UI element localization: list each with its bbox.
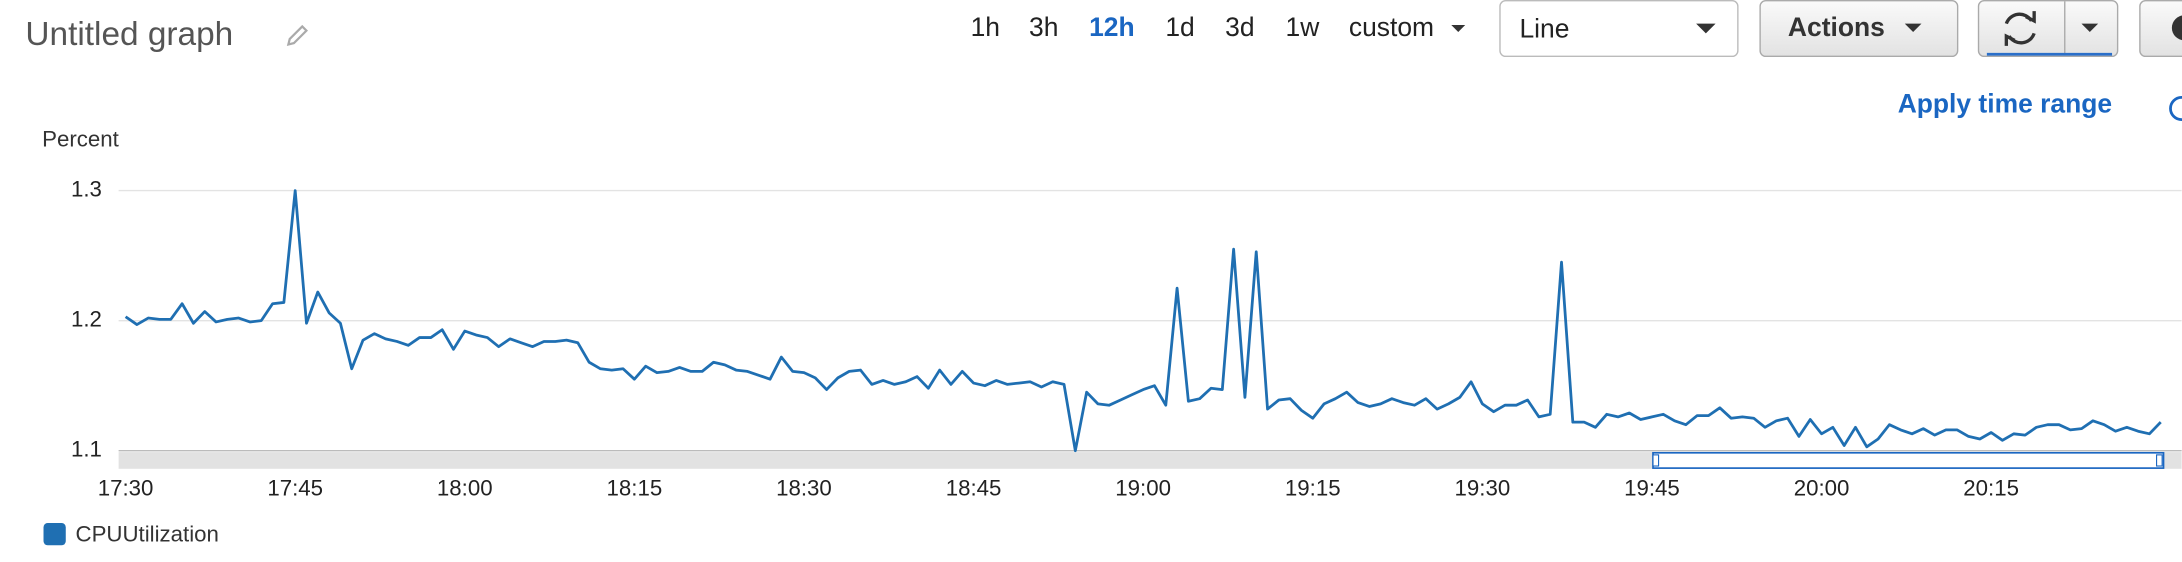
pencil bbox=[286, 24, 308, 47]
x-tick-label: 19:15 bbox=[1285, 476, 1341, 501]
apply-time-range[interactable]: Apply time range bbox=[1898, 89, 2112, 119]
actions-caret bbox=[1904, 23, 1922, 32]
legend-label[interactable]: CPUUtilization bbox=[76, 521, 219, 546]
refresh-icon bbox=[2004, 11, 2036, 46]
y-tick-label: 1.2 bbox=[71, 307, 102, 332]
series-line bbox=[124, 189, 2162, 453]
x-tick-label: 20:00 bbox=[1794, 476, 1850, 501]
time-range-button[interactable]: 1d bbox=[1165, 12, 1194, 42]
time-range-button[interactable]: 1w bbox=[1286, 12, 1321, 42]
refresh-arrow-2 bbox=[2004, 33, 2016, 46]
x-tick-label: 19:00 bbox=[1115, 476, 1171, 501]
y-axis-label: Percent bbox=[42, 126, 119, 151]
graph-title: Untitled graph bbox=[25, 16, 233, 53]
actions-button[interactable] bbox=[1759, 0, 1959, 58]
help-icon bbox=[2171, 15, 2182, 41]
select-caret bbox=[1696, 23, 1716, 34]
scroll-handle-left[interactable] bbox=[1652, 454, 1660, 467]
scroll-window[interactable] bbox=[1652, 451, 2165, 469]
edit-icon[interactable] bbox=[286, 24, 308, 47]
scroll-handle-right[interactable] bbox=[2156, 454, 2163, 467]
x-tick-label: 18:30 bbox=[776, 476, 832, 501]
time-range-group: 1h 3h 12h 1d 3d 1w custom bbox=[971, 12, 1434, 42]
x-tick-label: 20:15 bbox=[1963, 476, 2019, 501]
x-tick-label: 18:00 bbox=[437, 476, 493, 501]
x-tick-label: 18:15 bbox=[607, 476, 663, 501]
x-tick-label: 19:45 bbox=[1624, 476, 1680, 501]
x-tick-label: 17:30 bbox=[98, 476, 154, 501]
refresh-button[interactable] bbox=[1977, 0, 2119, 58]
x-tick-label: 19:30 bbox=[1455, 476, 1511, 501]
x-tick-label: 18:45 bbox=[946, 476, 1002, 501]
y-tick-label: 1.3 bbox=[71, 176, 102, 201]
view-select[interactable] bbox=[1499, 0, 1739, 58]
refresh-caret bbox=[2081, 23, 2099, 32]
custom-caret bbox=[1451, 25, 1466, 32]
refresh-arrow-1 bbox=[2025, 11, 2036, 24]
time-range-button[interactable]: 12h bbox=[1089, 12, 1135, 42]
y-tick-label: 1.1 bbox=[71, 437, 102, 462]
plot: 1.1 1.2 1.3 17:30 17:45 18:00 18:15 18:30 18:45 1… bbox=[71, 176, 2182, 501]
actions-text: Actions bbox=[1788, 12, 1885, 42]
legend: CPUUtilization bbox=[43, 521, 219, 546]
legend-swatch[interactable] bbox=[43, 523, 66, 546]
time-range-button[interactable]: 1h bbox=[971, 12, 1000, 42]
x-tick-label: 17:45 bbox=[267, 476, 323, 501]
time-range-button[interactable]: 3d bbox=[1225, 12, 1254, 42]
time-range-button[interactable]: 3h bbox=[1029, 12, 1058, 42]
view-select-text: Line bbox=[1519, 14, 1569, 44]
help-button[interactable] bbox=[2139, 0, 2182, 58]
zoom-out-icon[interactable] bbox=[2169, 95, 2182, 122]
time-range-button[interactable]: custom bbox=[1349, 12, 1434, 42]
